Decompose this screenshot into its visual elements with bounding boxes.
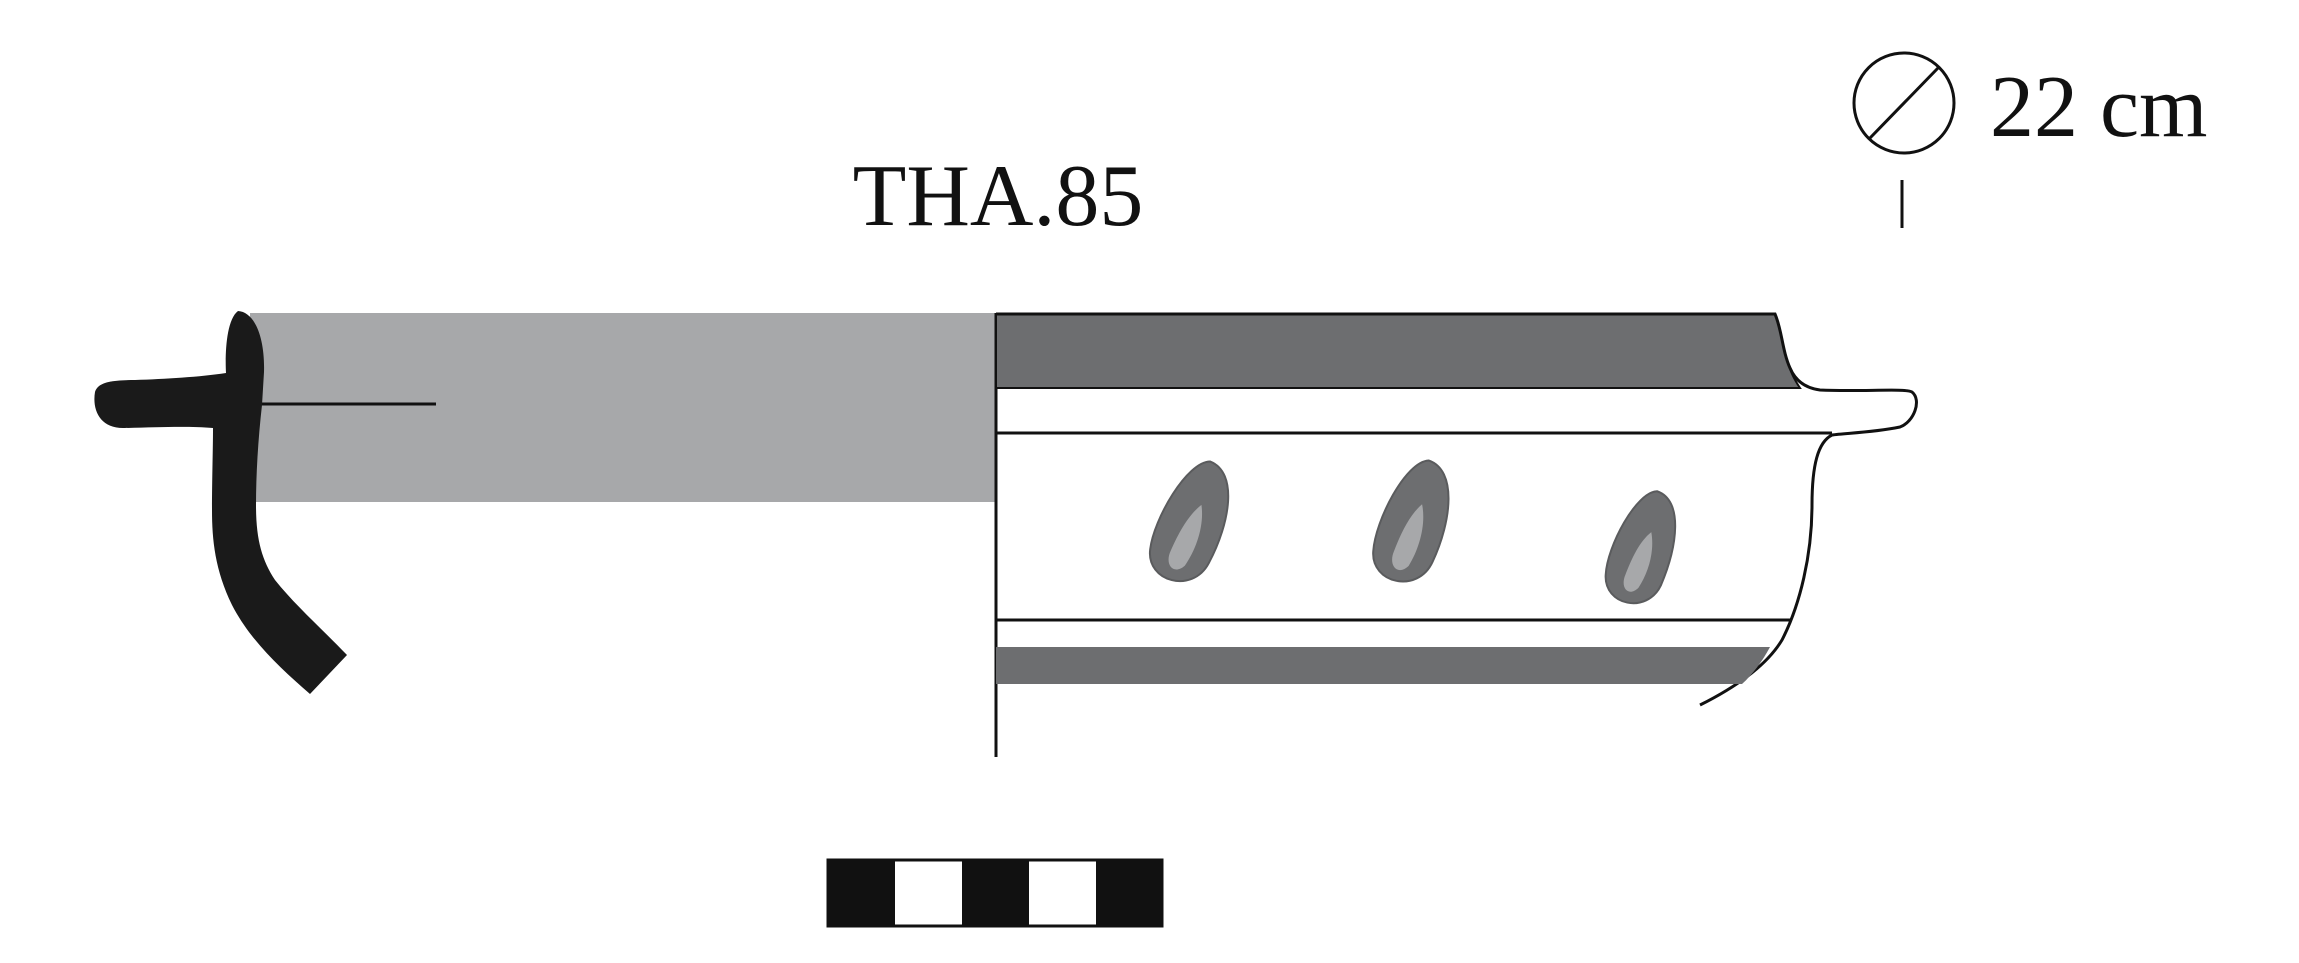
leaf-motif [1149,460,1230,582]
vessel-exterior-outline [996,312,1918,707]
section-half [94,311,995,694]
lower-painted-band [996,647,1770,684]
exterior-half [995,312,1918,707]
rim-band-exterior [995,313,1802,389]
leaf-motif [1372,459,1450,583]
interior-surface [250,313,995,502]
wall-section-profile [94,311,347,694]
scale-bar [826,858,1164,928]
leaf-motif [1604,490,1677,605]
scale-bar-segment [1029,860,1096,926]
scale-bar-segment [828,860,895,926]
scale-bar-frame [826,858,1164,928]
diameter-indicator: 22 cm [1852,51,2208,228]
scale-bar-segment [895,860,962,926]
scale-bar-segment [962,860,1029,926]
diameter-symbol-icon [1852,51,1956,155]
scale-bar-segment [1096,860,1162,926]
diameter-value: 22 cm [1990,59,2208,156]
catalogue-label: THA.85 [853,148,1144,245]
